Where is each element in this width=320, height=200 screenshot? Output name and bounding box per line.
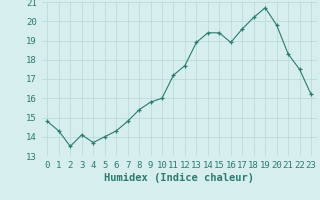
X-axis label: Humidex (Indice chaleur): Humidex (Indice chaleur)	[104, 173, 254, 183]
